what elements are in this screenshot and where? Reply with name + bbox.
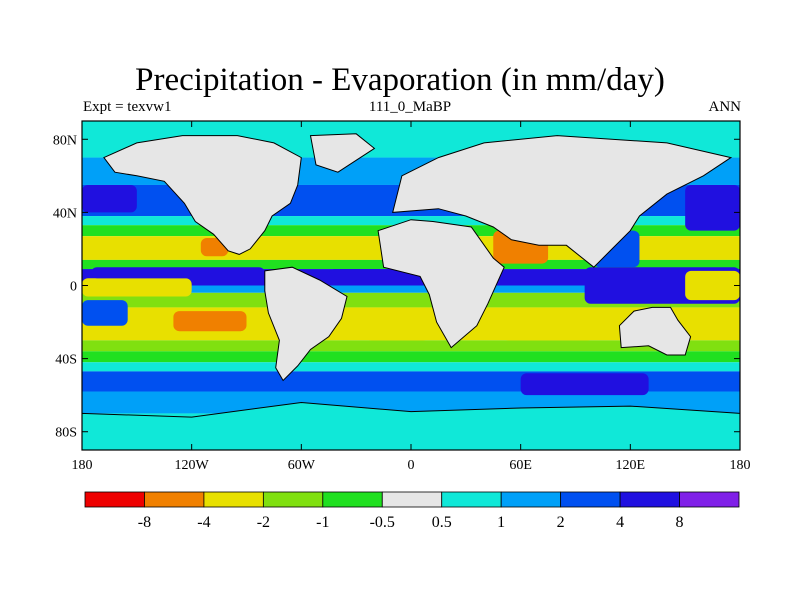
coastline-antarctica <box>82 401 740 450</box>
precip-region <box>82 184 137 213</box>
colorbar-label: 2 <box>557 514 565 531</box>
field-layer <box>82 121 740 450</box>
season-label: ANN <box>708 99 742 115</box>
y-tick-label: 40N <box>53 206 77 221</box>
coastline-australia <box>618 306 692 356</box>
zonal-band <box>82 285 740 293</box>
colorbar-box <box>679 491 740 508</box>
time-label: 111_0_MaBP <box>368 99 452 115</box>
colorbar-label: 4 <box>616 514 624 531</box>
precip-region <box>520 373 649 396</box>
colorbar-label: 8 <box>676 514 684 531</box>
colorbar-label: -2 <box>257 514 270 531</box>
x-tick-label: 120W <box>175 458 210 473</box>
x-tick-label: 120E <box>616 458 646 473</box>
colorbar-box <box>619 491 680 508</box>
precip-region <box>82 300 128 326</box>
precip-region <box>82 278 192 297</box>
colorbar-box <box>144 491 205 508</box>
colorbar-label: -1 <box>316 514 329 531</box>
chart-title: Precipitation - Evaporation (in mm/day) <box>135 62 665 98</box>
precip-region <box>173 311 247 332</box>
experiment-label: Expt = texvw1 <box>83 99 172 115</box>
x-tick-label: 180 <box>730 458 751 473</box>
coastline-south-america <box>264 266 348 382</box>
y-tick-label: 80N <box>53 133 77 148</box>
zonal-band <box>82 340 740 352</box>
coastline-eurasia <box>392 135 733 268</box>
precip-region <box>502 311 594 341</box>
zonal-band <box>82 362 740 372</box>
x-tick-label: 60E <box>509 458 532 473</box>
precip-region <box>685 184 740 231</box>
colorbar-box <box>203 491 264 508</box>
y-tick-label: 80S <box>55 426 77 441</box>
x-tick-label: 180 <box>72 458 93 473</box>
zonal-band <box>82 351 740 363</box>
colorbar-box <box>381 491 443 508</box>
colorbar-box <box>560 491 621 508</box>
colorbar-box <box>322 491 383 508</box>
colorbar-label: -8 <box>138 514 151 531</box>
zonal-band <box>82 292 740 308</box>
colorbar-box <box>441 491 502 508</box>
y-tick-label: 40S <box>55 353 77 368</box>
coastline-north-america <box>103 135 302 255</box>
colorbar-label: 1 <box>497 514 505 531</box>
precip-region <box>685 270 740 301</box>
x-tick-label: 0 <box>408 458 415 473</box>
precip-region <box>365 312 430 341</box>
colorbar-box <box>500 491 562 508</box>
colorbar-label: 0.5 <box>432 514 452 531</box>
x-tick-label: 60W <box>288 458 316 473</box>
y-tick-label: 0 <box>70 280 77 295</box>
colorbar-label: -0.5 <box>370 514 395 531</box>
coastline-africa <box>377 219 505 349</box>
colorbar-box <box>262 491 324 508</box>
precip-region <box>91 267 265 279</box>
colorbar-box <box>84 491 145 508</box>
coastline-greenland <box>309 133 376 173</box>
colorbar-label: -4 <box>197 514 210 531</box>
